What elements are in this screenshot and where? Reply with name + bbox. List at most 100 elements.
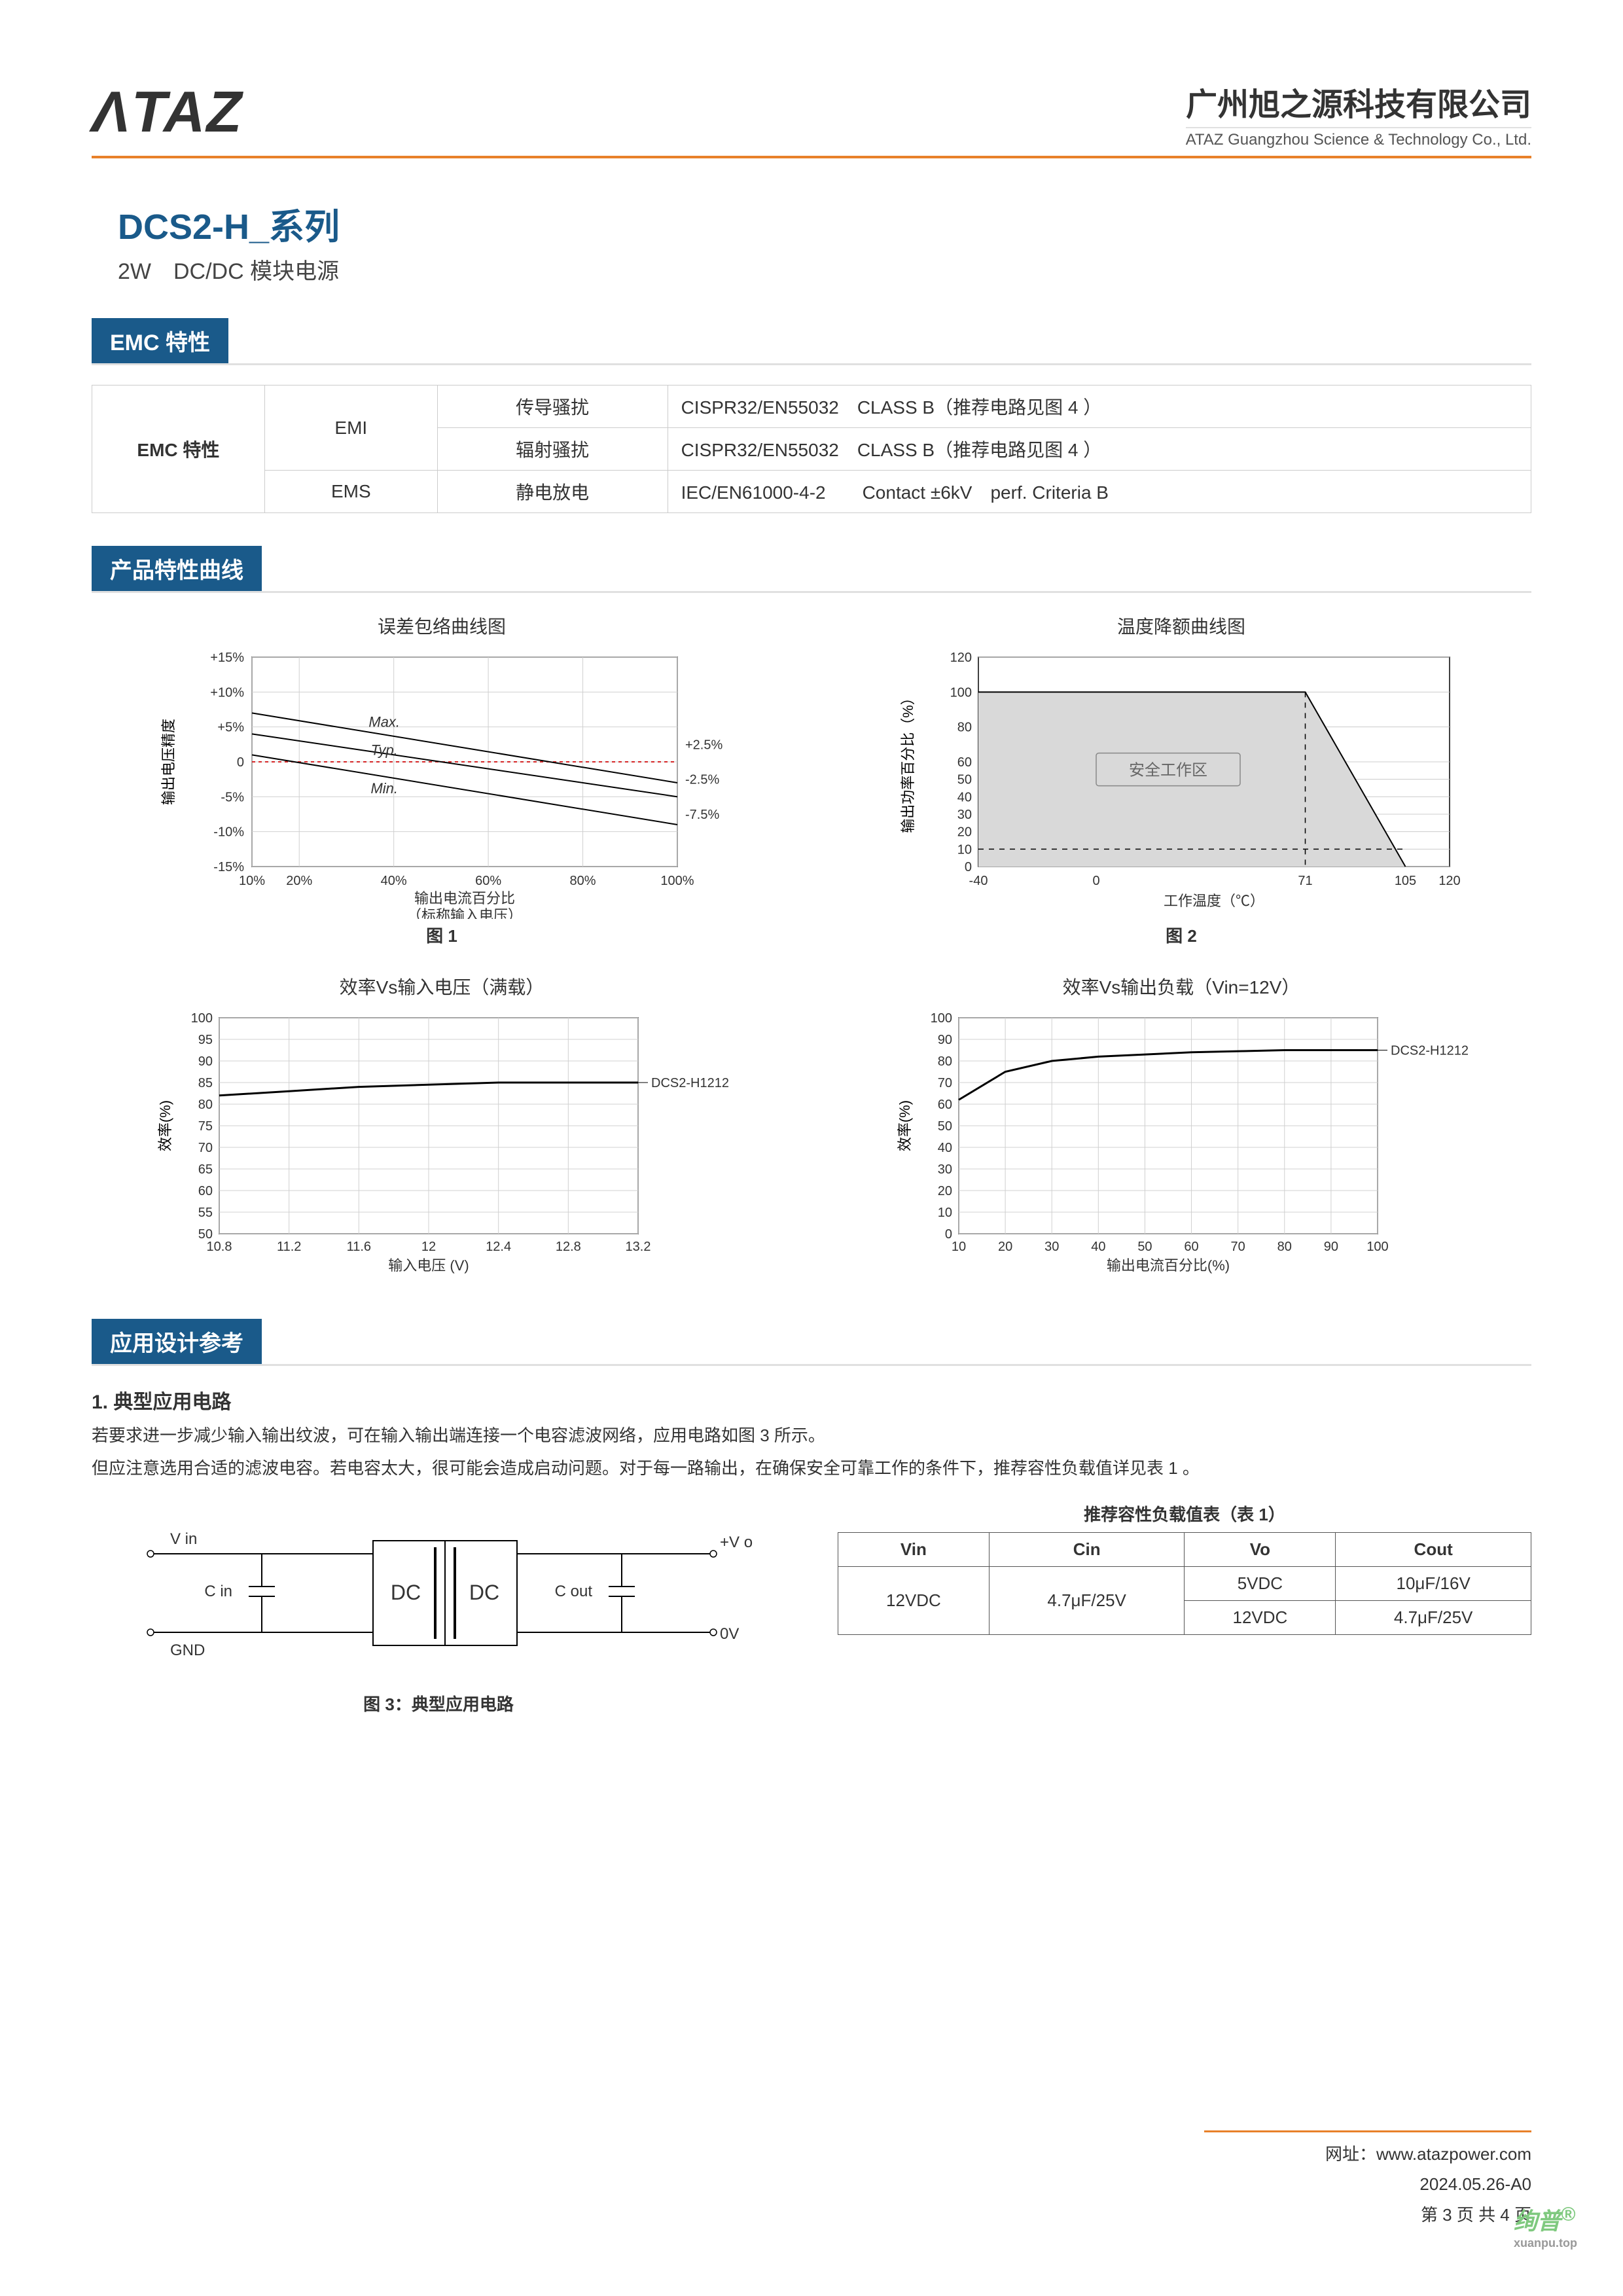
svg-text:输出电压精度: 输出电压精度 <box>160 719 177 805</box>
svg-text:0: 0 <box>965 860 972 874</box>
chart1-caption: 图 1 <box>92 923 792 947</box>
svg-text:13.2: 13.2 <box>626 1240 651 1254</box>
svg-text:80: 80 <box>957 721 972 735</box>
chart2-title: 温度降额曲线图 <box>831 613 1531 639</box>
svg-text:50: 50 <box>938 1119 952 1134</box>
svg-text:40: 40 <box>957 790 972 804</box>
svg-text:Typ.: Typ. <box>371 742 398 758</box>
svg-text:工作温度（℃）: 工作温度（℃） <box>1164 893 1264 909</box>
emc-row-label: EMC 特性 <box>92 386 265 513</box>
svg-text:50: 50 <box>1137 1240 1152 1254</box>
svg-text:80: 80 <box>198 1098 213 1112</box>
app-heading: 1. 典型应用电路 <box>92 1386 1531 1414</box>
chart2-caption: 图 2 <box>831 923 1531 947</box>
svg-text:80: 80 <box>938 1054 952 1069</box>
svg-text:效率(%): 效率(%) <box>157 1100 173 1151</box>
app-flex: V inGNDC inDCDC+V o0VC out 图 3：典型应用电路 推荐… <box>92 1501 1531 1715</box>
svg-text:0: 0 <box>237 755 244 770</box>
svg-text:+15%: +15% <box>210 651 244 665</box>
svg-text:10: 10 <box>938 1206 952 1220</box>
divider <box>92 363 1531 365</box>
chart-eff-vin: 效率Vs输入电压（满载） 10.811.211.61212.412.813.25… <box>92 973 792 1280</box>
rec-cout-0: 10μF/16V <box>1336 1567 1531 1601</box>
svg-text:90: 90 <box>938 1033 952 1047</box>
svg-text:12.4: 12.4 <box>486 1240 511 1254</box>
emc-esd-spec: IEC/EN61000-4-2 Contact ±6kV perf. Crite… <box>668 471 1531 513</box>
rec-caption: 推荐容性负载值表（表 1） <box>838 1501 1531 1526</box>
svg-text:+10%: +10% <box>210 685 244 700</box>
svg-text:30: 30 <box>938 1162 952 1177</box>
svg-text:120: 120 <box>950 651 972 665</box>
svg-text:100: 100 <box>1366 1240 1388 1254</box>
svg-text:0: 0 <box>945 1227 952 1242</box>
emc-emi-label: EMI <box>264 386 437 471</box>
svg-text:GND: GND <box>170 1641 205 1659</box>
svg-text:70: 70 <box>1231 1240 1245 1254</box>
svg-text:+V o: +V o <box>720 1534 753 1551</box>
circuit-caption: 图 3：典型应用电路 <box>92 1691 785 1715</box>
svg-text:10%: 10% <box>239 874 265 888</box>
svg-text:80%: 80% <box>570 874 596 888</box>
svg-text:-10%: -10% <box>213 825 244 840</box>
footer-url: 网址：www.atazpower.com <box>1204 2139 1531 2170</box>
svg-text:安全工作区: 安全工作区 <box>1129 762 1207 780</box>
svg-text:效率(%): 效率(%) <box>897 1100 913 1151</box>
svg-text:Max.: Max. <box>368 714 400 730</box>
footer-page: 第 3 页 共 4 页 <box>1204 2200 1531 2231</box>
svg-text:10.8: 10.8 <box>207 1240 232 1254</box>
rec-cin: 4.7μF/25V <box>989 1567 1185 1635</box>
svg-text:50: 50 <box>198 1227 213 1242</box>
rec-h-cout: Cout <box>1336 1533 1531 1567</box>
circuit-svg: V inGNDC inDCDC+V o0VC out <box>111 1501 766 1685</box>
svg-text:V in: V in <box>170 1530 197 1548</box>
svg-text:10: 10 <box>952 1240 966 1254</box>
svg-text:0V: 0V <box>720 1625 739 1643</box>
company-block: 广州旭之源科技有限公司 ATAZ Guangzhou Science & Tec… <box>1186 79 1531 149</box>
chart1-svg: 10%20%40%60%80%100%+15%+10%+5%0-5%-10%-1… <box>147 644 736 919</box>
svg-text:Min.: Min. <box>370 780 398 797</box>
svg-text:20%: 20% <box>286 874 312 888</box>
rec-h-cin: Cin <box>989 1533 1185 1567</box>
chart-error-envelope: 误差包络曲线图 10%20%40%60%80%100%+15%+10%+5%0-… <box>92 613 792 947</box>
svg-text:85: 85 <box>198 1076 213 1090</box>
svg-text:90: 90 <box>198 1054 213 1069</box>
emc-table: EMC 特性 EMI 传导骚扰 CISPR32/EN55032 CLASS B（… <box>92 385 1531 513</box>
svg-text:60%: 60% <box>475 874 501 888</box>
section-curves-header: 产品特性曲线 <box>92 546 262 591</box>
svg-text:100: 100 <box>191 1011 213 1026</box>
rec-h-vin: Vin <box>838 1533 990 1567</box>
svg-text:20: 20 <box>957 825 972 840</box>
rec-table: Vin Cin Vo Cout 12VDC 4.7μF/25V 5VDC 10μ… <box>838 1532 1531 1635</box>
svg-text:+5%: +5% <box>217 721 244 735</box>
emc-radiated-label: 辐射骚扰 <box>437 428 668 471</box>
svg-text:100: 100 <box>931 1011 952 1026</box>
app-para2: 但应注意选用合适的滤波电容。若电容太大，很可能会造成启动问题。对于每一路输出，在… <box>92 1455 1531 1482</box>
watermark: 绚普® xuanpu.top <box>1514 2202 1577 2250</box>
svg-text:20: 20 <box>998 1240 1012 1254</box>
svg-text:40: 40 <box>938 1141 952 1155</box>
divider <box>92 591 1531 593</box>
divider <box>92 1364 1531 1366</box>
svg-text:60: 60 <box>938 1098 952 1112</box>
rec-vin: 12VDC <box>838 1567 990 1635</box>
chart1-title: 误差包络曲线图 <box>92 613 792 639</box>
chart-eff-load: 效率Vs输出负载（Vin=12V） 1020304050607080901000… <box>831 973 1531 1280</box>
svg-text:70: 70 <box>938 1076 952 1090</box>
svg-text:-5%: -5% <box>221 790 244 804</box>
svg-text:20: 20 <box>938 1184 952 1198</box>
emc-esd-label: 静电放电 <box>437 471 668 513</box>
svg-text:60: 60 <box>1184 1240 1198 1254</box>
chart3-svg: 10.811.211.61212.412.813.250556065707580… <box>147 1005 736 1280</box>
svg-text:10: 10 <box>957 842 972 857</box>
svg-text:50: 50 <box>957 773 972 787</box>
svg-text:C in: C in <box>204 1583 232 1600</box>
section-app-header: 应用设计参考 <box>92 1319 262 1364</box>
emc-conducted-label: 传导骚扰 <box>437 386 668 428</box>
rec-h-vo: Vo <box>1185 1533 1336 1567</box>
svg-text:75: 75 <box>198 1119 213 1134</box>
footer-date: 2024.05.26-A0 <box>1204 2169 1531 2200</box>
svg-text:80: 80 <box>1277 1240 1292 1254</box>
svg-text:输出电流百分比: 输出电流百分比 <box>414 890 515 906</box>
rec-vo-1: 12VDC <box>1185 1601 1336 1635</box>
svg-text:+2.5%: +2.5% <box>685 738 722 752</box>
